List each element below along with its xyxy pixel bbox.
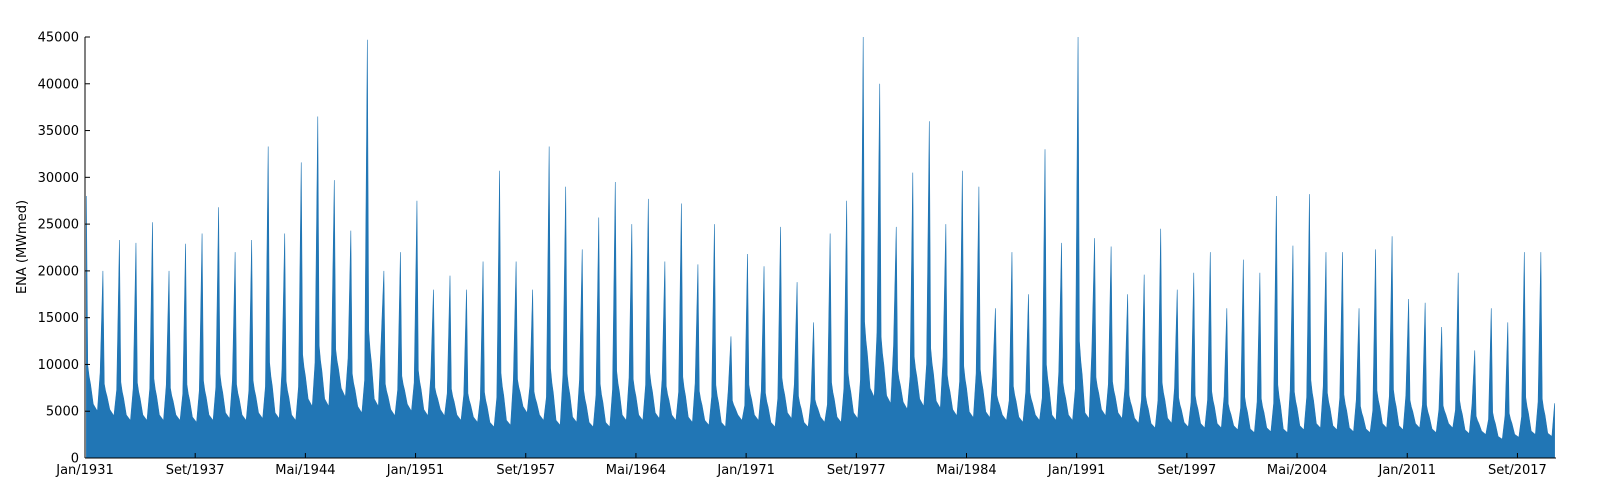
x-tick-label: Mai/2004	[1267, 463, 1327, 478]
y-tick-label: 5000	[46, 405, 79, 420]
x-tick-label: Set/1937	[166, 463, 225, 478]
y-tick-label: 15000	[38, 311, 79, 326]
y-ticks: 0 5000 10000 15000 20000 25000 30000 35000 40000…	[38, 31, 90, 467]
x-tick-label: Jan/1951	[386, 463, 445, 478]
y-tick-label: 30000	[38, 171, 79, 186]
y-tick-label: 25000	[38, 218, 79, 233]
y-tick-label: 20000	[38, 264, 79, 279]
area-series-layer	[86, 36, 1555, 459]
x-tick-label: Mai/1984	[936, 463, 996, 478]
x-tick-label: Set/1997	[1157, 463, 1216, 478]
x-ticks: Jan/1931 Set/1937 Mai/1944 Jan/1951 Set/1957…	[55, 453, 1547, 478]
y-axis-title: ENA (MWmed)	[15, 200, 30, 294]
x-tick-label: Mai/1944	[275, 463, 335, 478]
x-tick-label: Jan/1971	[716, 463, 775, 478]
area-series-0	[86, 36, 1555, 459]
x-tick-label: Jan/1991	[1047, 463, 1106, 478]
x-tick-label: Set/1957	[496, 463, 555, 478]
y-tick-label: 0	[71, 452, 79, 467]
x-tick-label: Set/1977	[827, 463, 886, 478]
x-tick-label: Mai/1964	[606, 463, 666, 478]
x-tick-label: Set/2017	[1488, 463, 1547, 478]
y-tick-label: 10000	[38, 358, 79, 373]
y-tick-label: 35000	[38, 124, 79, 139]
x-tick-label: Jan/2011	[1377, 463, 1436, 478]
x-tick-label: Jan/1931	[55, 463, 114, 478]
y-tick-label: 45000	[38, 31, 79, 46]
y-tick-label: 40000	[38, 77, 79, 92]
